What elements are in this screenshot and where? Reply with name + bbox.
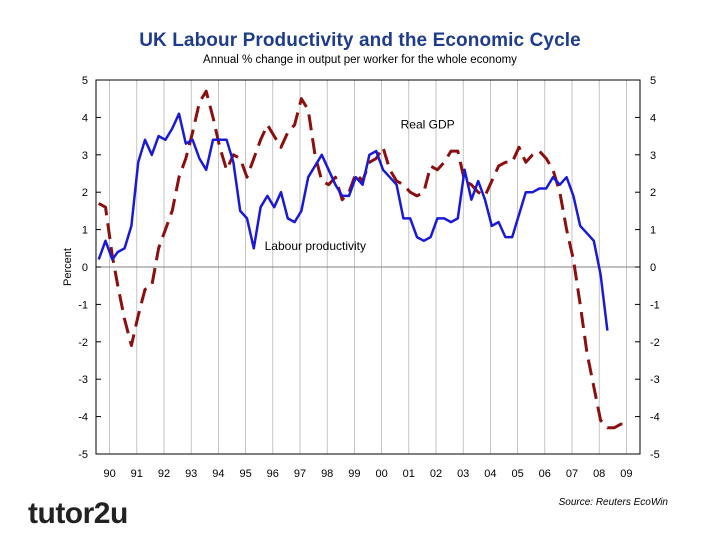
- x-tick-label: 99: [348, 468, 360, 480]
- y-tick-label-right: -5: [650, 449, 660, 461]
- tutor2u-logo: tutor2u: [28, 497, 128, 530]
- x-tick-label: 93: [185, 468, 197, 480]
- x-tick-label: 06: [539, 468, 551, 480]
- series-line-labour-productivity: [97, 112, 609, 331]
- x-tick-label: 92: [158, 468, 170, 480]
- chart-title: UK Labour Productivity and the Economic …: [139, 30, 581, 51]
- x-tick-label: 05: [511, 468, 523, 480]
- y-axis-label: Percent: [62, 248, 74, 286]
- y-tick-label-right: 0: [650, 262, 656, 274]
- y-tick-label-right: -3: [650, 374, 660, 386]
- x-tick-label: 08: [593, 468, 605, 480]
- x-tick-label: 96: [267, 468, 279, 480]
- annotation-layer: Real GDP Labour productivity: [265, 118, 455, 254]
- x-tick-label: 01: [403, 468, 415, 480]
- y-tick-label-left: 2: [82, 187, 88, 199]
- y-tick-label-left: -4: [78, 412, 88, 424]
- series-layer: [97, 89, 627, 430]
- y-tick-label-left: -2: [78, 337, 88, 349]
- y-tick-label-right: -2: [650, 337, 660, 349]
- y-tick-label-left: 5: [82, 75, 88, 87]
- y-tick-label-left: -1: [78, 299, 88, 311]
- x-tick-label: 91: [131, 468, 143, 480]
- y-tick-label-left: 0: [82, 262, 88, 274]
- x-tick-label: 00: [375, 468, 387, 480]
- y-tick-label-left: -3: [78, 374, 88, 386]
- x-tick-label: 04: [484, 468, 496, 480]
- y-tick-label-left: 4: [82, 112, 88, 124]
- y-tick-label-left: 1: [82, 225, 88, 237]
- y-tick-label-right: 5: [650, 75, 656, 87]
- y-tick-label-right: 4: [650, 112, 656, 124]
- x-tick-label: 97: [294, 468, 306, 480]
- y-tick-label-left: -5: [78, 449, 88, 461]
- x-tick-label: 02: [430, 468, 442, 480]
- annotation-real-gdp: Real GDP: [401, 118, 455, 132]
- x-tick-label: 09: [620, 468, 632, 480]
- y-tick-label-right: 2: [650, 187, 656, 199]
- y-tick-label-right: 3: [650, 150, 656, 162]
- source-note: Source: Reuters EcoWin: [558, 497, 668, 508]
- y-tick-label-right: 1: [650, 225, 656, 237]
- series-line-real-gdp: [97, 89, 627, 430]
- x-tick-label: 95: [239, 468, 251, 480]
- axis-layer: 5 54 43 32 21 10 0-1 -1-2 -2-3 -3-4 -4-5 -590 91 92 93…: [78, 75, 660, 480]
- x-tick-label: 90: [103, 468, 115, 480]
- x-tick-label: 07: [566, 468, 578, 480]
- y-tick-label-right: -1: [650, 299, 660, 311]
- annotation-labour-productivity: Labour productivity: [265, 239, 366, 253]
- chart-subtitle: Annual % change in output per worker for…: [203, 54, 517, 66]
- x-tick-label: 03: [457, 468, 469, 480]
- y-tick-label-left: 3: [82, 150, 88, 162]
- y-tick-label-right: -4: [650, 412, 660, 424]
- x-tick-label: 98: [321, 468, 333, 480]
- x-tick-label: 94: [212, 468, 224, 480]
